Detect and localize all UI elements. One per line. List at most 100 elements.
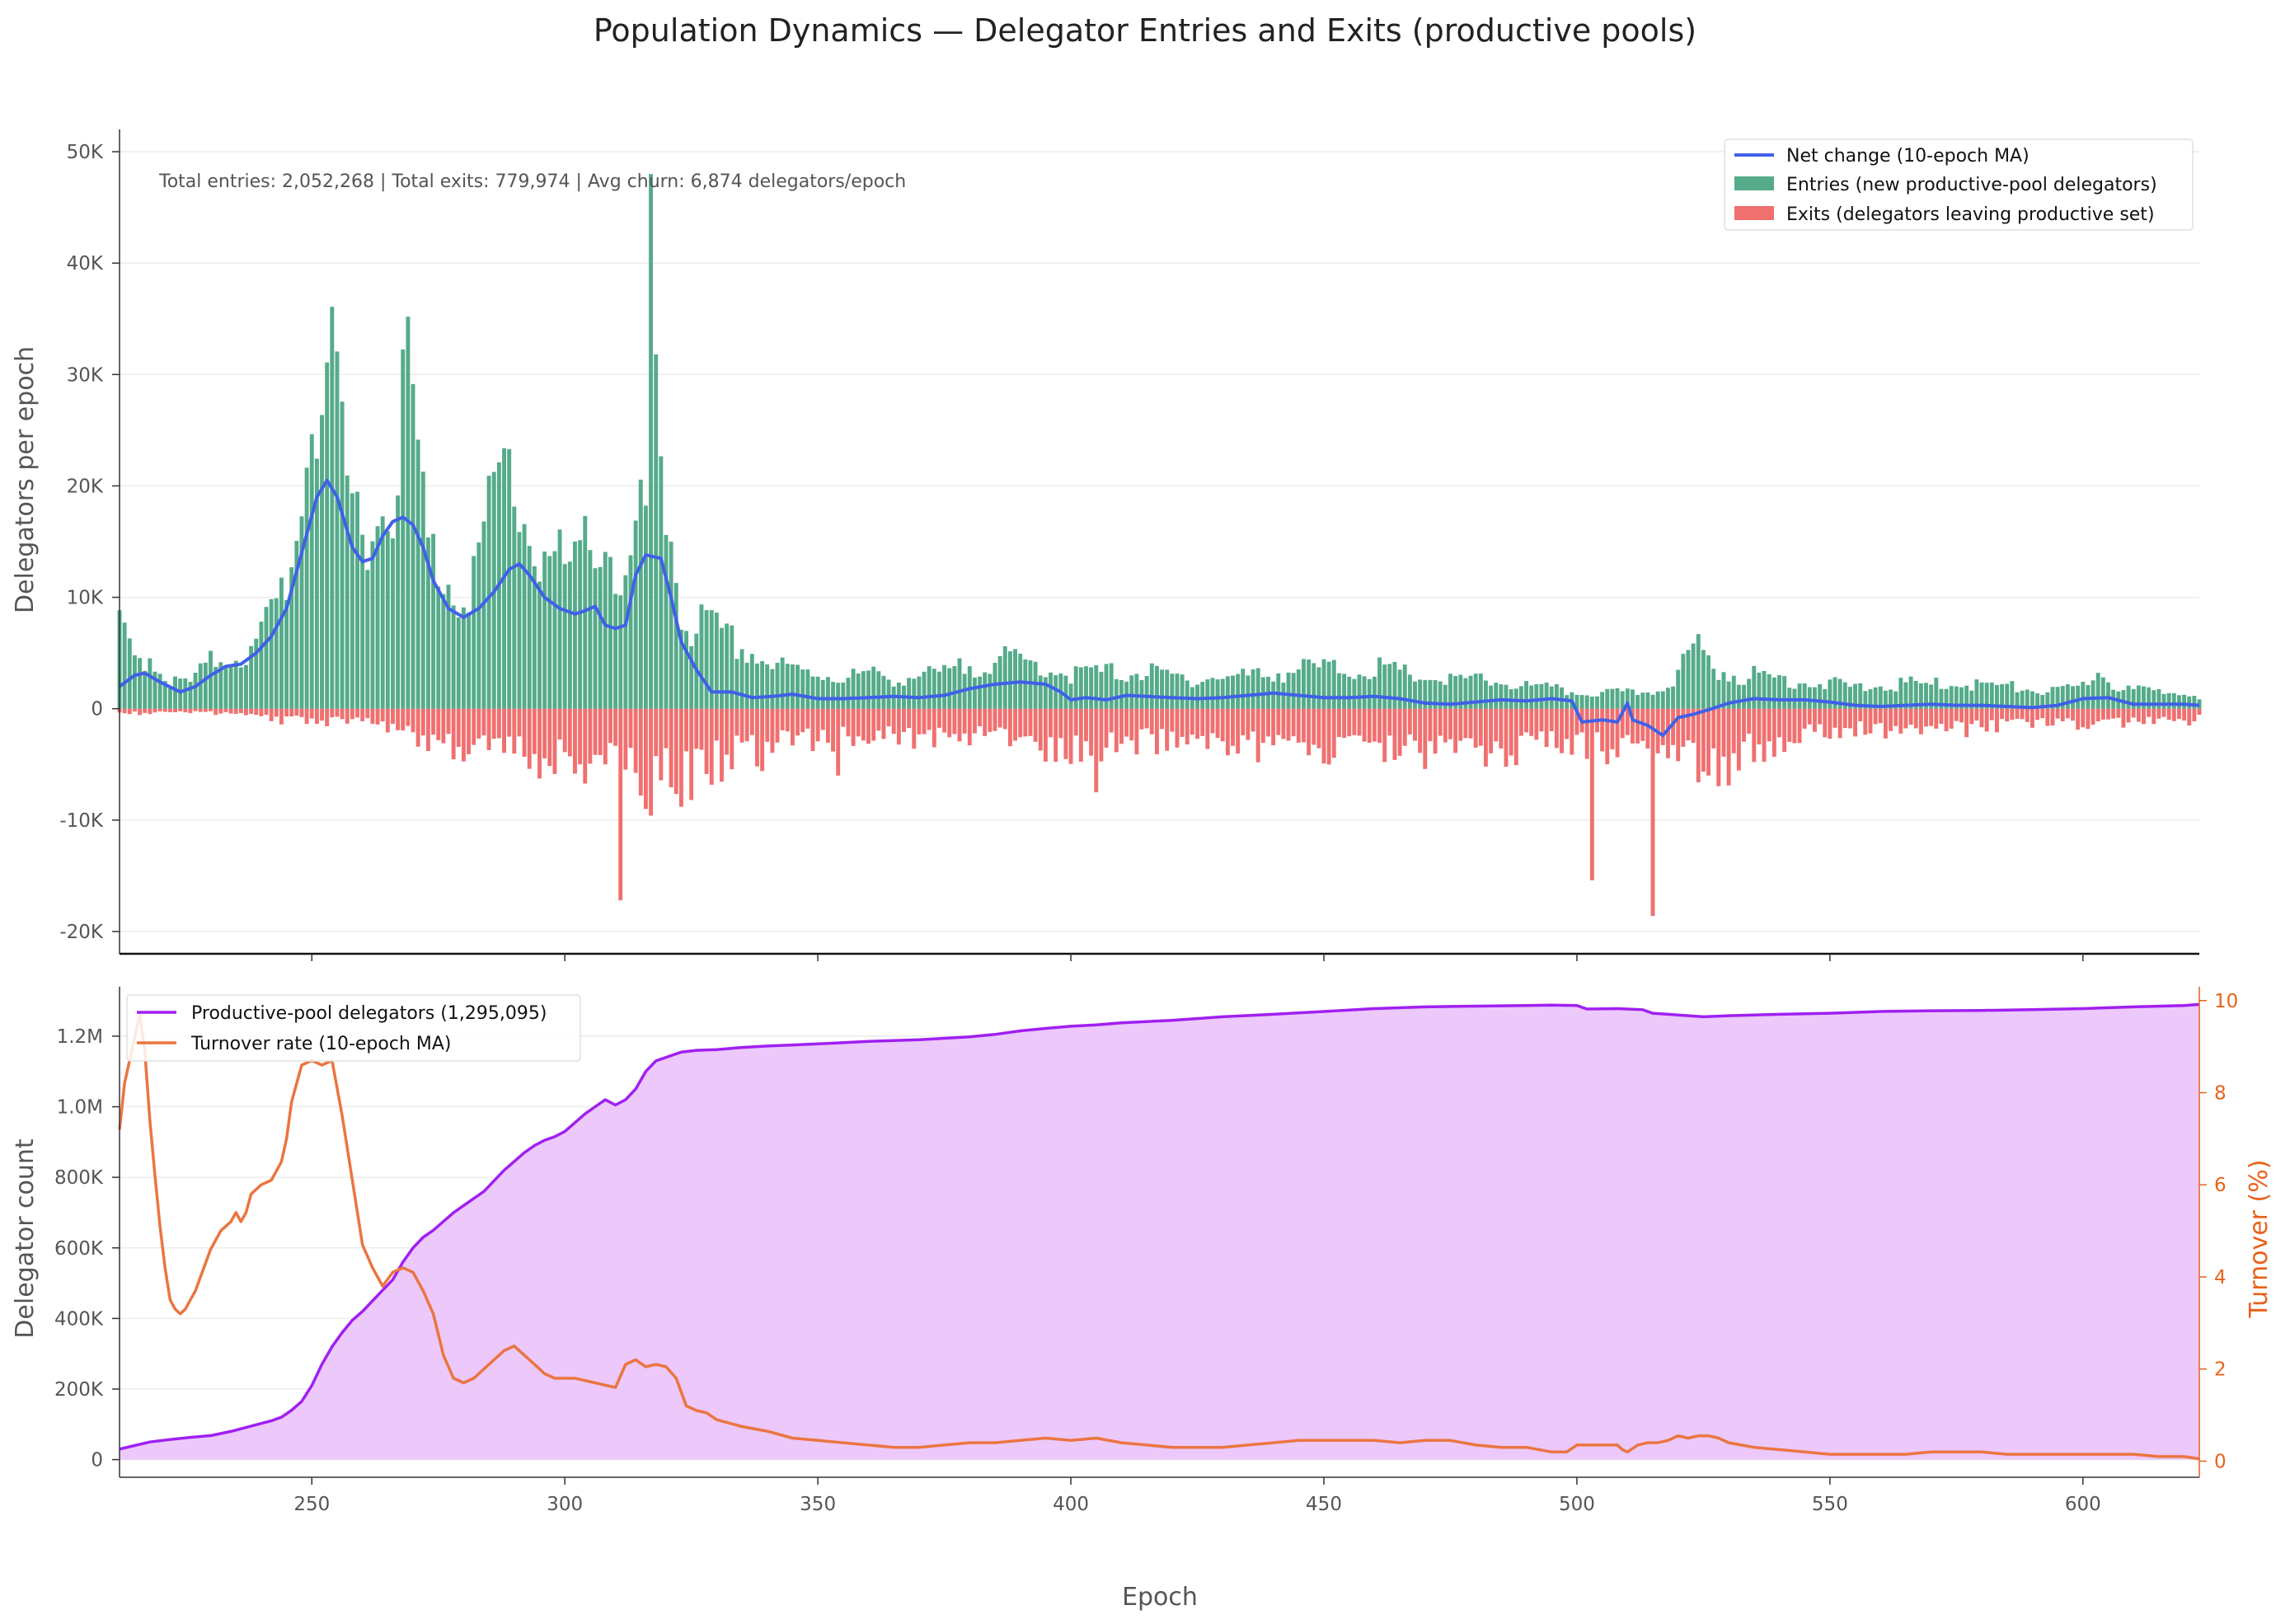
exits-bar xyxy=(259,708,264,716)
exits-bar xyxy=(1549,708,1554,731)
entries-bar xyxy=(800,669,805,709)
entries-bar xyxy=(1099,671,1104,709)
exits-bar xyxy=(643,708,648,810)
entries-bar xyxy=(209,650,213,709)
exits-bar xyxy=(836,708,841,776)
entries-bar xyxy=(1094,665,1099,709)
exits-bar xyxy=(1570,708,1574,755)
entries-bar xyxy=(148,658,153,709)
entries-bar xyxy=(957,658,962,709)
exits-bar xyxy=(1873,708,1878,725)
entries-bar xyxy=(1049,672,1053,709)
exits-bar xyxy=(1423,708,1428,769)
entries-bar xyxy=(1013,649,1018,709)
entries-bar xyxy=(1513,688,1518,709)
exits-bar xyxy=(1094,708,1099,793)
exits-bar xyxy=(365,708,370,719)
exits-bar xyxy=(659,708,664,781)
entries-bar xyxy=(673,583,678,709)
entries-bar xyxy=(1073,666,1078,709)
entries-bar xyxy=(810,676,815,709)
entries-bar xyxy=(153,671,157,709)
exits-bar xyxy=(1913,708,1918,729)
exits-bar xyxy=(1418,708,1423,753)
exits-bar xyxy=(436,708,441,740)
exits-bar xyxy=(1823,708,1828,738)
bottom-y-tick-label: 400K xyxy=(54,1308,104,1330)
exits-bar xyxy=(1847,708,1852,729)
exits-bar xyxy=(1114,708,1119,753)
exits-bar xyxy=(1407,708,1412,735)
exits-bar xyxy=(264,708,269,716)
exits-bar xyxy=(2050,708,2055,726)
entries-bar xyxy=(1362,676,1367,709)
exits-bar xyxy=(223,708,228,712)
exits-bar xyxy=(335,708,340,717)
exits-bar xyxy=(238,708,243,714)
entries-bar xyxy=(1742,684,1746,709)
exits-bar xyxy=(922,708,927,735)
exits-bar xyxy=(1336,708,1341,738)
exits-bar xyxy=(871,708,876,741)
exits-bar xyxy=(1473,708,1478,748)
entries-bar xyxy=(2050,687,2055,709)
entries-bar xyxy=(2055,687,2060,709)
entries-bar xyxy=(1944,688,1949,709)
exits-bar xyxy=(1190,708,1194,735)
exits-bar xyxy=(2106,708,2110,720)
top-y-tick-label: 20K xyxy=(67,476,104,497)
exits-bar xyxy=(1858,708,1863,721)
entries-bar xyxy=(820,679,825,709)
exits-bar xyxy=(218,708,223,714)
exits-bar xyxy=(1989,708,1994,720)
entries-bar xyxy=(927,666,931,709)
entries-bar xyxy=(1134,674,1139,709)
exits-bar xyxy=(517,708,522,737)
entries-bar xyxy=(1200,682,1205,709)
exits-bar xyxy=(891,708,896,735)
exits-bar xyxy=(2152,708,2156,725)
exits-bar xyxy=(2040,708,2045,719)
exits-bar xyxy=(1691,708,1696,744)
entries-bar xyxy=(598,566,603,709)
exits-bar xyxy=(2020,708,2025,720)
entries-bar xyxy=(1418,679,1423,709)
entries-bar xyxy=(193,673,198,709)
entries-bar xyxy=(1893,691,1898,709)
bottom-right-tick-label: 10 xyxy=(2214,991,2238,1012)
entries-bar xyxy=(1326,661,1331,709)
exits-bar xyxy=(664,708,669,749)
exits-bar xyxy=(355,708,359,718)
entries-bar xyxy=(1129,675,1134,709)
entries-bar xyxy=(2065,684,2070,709)
entries-bar xyxy=(1433,679,1438,709)
entries-bar xyxy=(1139,679,1144,709)
exits-bar xyxy=(1478,708,1483,746)
entries-bar xyxy=(1873,687,1878,709)
bottom-x-tick-label: 400 xyxy=(1053,1494,1089,1515)
entries-bar xyxy=(1078,667,1083,709)
entries-bar xyxy=(790,664,795,709)
entries-bar xyxy=(1387,664,1392,709)
exits-bar xyxy=(209,708,213,711)
entries-bar xyxy=(1934,678,1939,709)
exits-bar xyxy=(1124,708,1129,737)
entries-bar xyxy=(881,675,886,709)
entries-bar xyxy=(238,667,243,709)
exits-bar xyxy=(396,708,401,730)
exits-bar xyxy=(167,708,172,712)
bottom-x-tick-label: 550 xyxy=(1812,1494,1848,1515)
entries-bar xyxy=(1696,634,1701,709)
entries-bar xyxy=(2005,683,2010,709)
exits-bar xyxy=(1757,708,1762,745)
exits-bar xyxy=(228,708,233,714)
entries-bar xyxy=(1053,675,1058,709)
entries-bar xyxy=(1296,669,1301,709)
entries-bar xyxy=(1640,692,1645,709)
exits-bar xyxy=(2055,708,2060,719)
entries-bar xyxy=(294,541,299,709)
exits-bar xyxy=(962,708,967,734)
exits-bar xyxy=(1513,708,1518,766)
exits-bar xyxy=(1109,708,1114,733)
